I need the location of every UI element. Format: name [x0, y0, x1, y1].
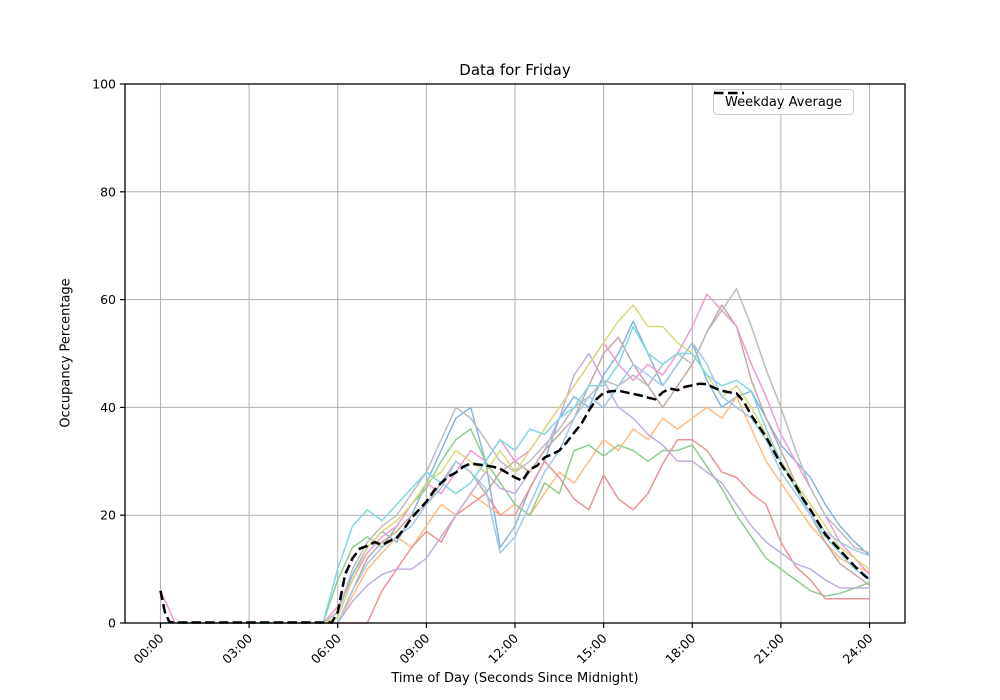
x-axis-label: Time of Day (Seconds Since Midnight) [391, 671, 639, 686]
y-tick-label: 0 [108, 616, 116, 631]
x-tick-label: 21:00 [751, 630, 787, 666]
chart-title: Data for Friday [459, 61, 571, 79]
x-tick-label: 06:00 [308, 630, 344, 666]
x-tick-label: 00:00 [130, 630, 166, 666]
average-line [159, 382, 871, 624]
y-tick-label: 60 [100, 292, 116, 307]
x-tick-label: 09:00 [396, 630, 432, 666]
y-tick-label: 20 [100, 508, 116, 523]
legend-label: Weekday Average [725, 94, 843, 110]
y-tick-label: 40 [100, 400, 116, 415]
legend: Weekday Average [713, 89, 855, 115]
legend-dash-sample-icon [714, 91, 744, 95]
x-tick-label: 18:00 [662, 630, 698, 666]
x-tick-label: 24:00 [840, 630, 876, 666]
y-tick-label: 80 [100, 184, 116, 199]
x-tick-label: 03:00 [219, 630, 255, 666]
x-tick-label: 15:00 [574, 630, 610, 666]
y-tick-label: 100 [92, 77, 116, 92]
y-axis-label: Occupancy Percentage [58, 278, 74, 428]
x-tick-label: 12:00 [485, 630, 521, 666]
